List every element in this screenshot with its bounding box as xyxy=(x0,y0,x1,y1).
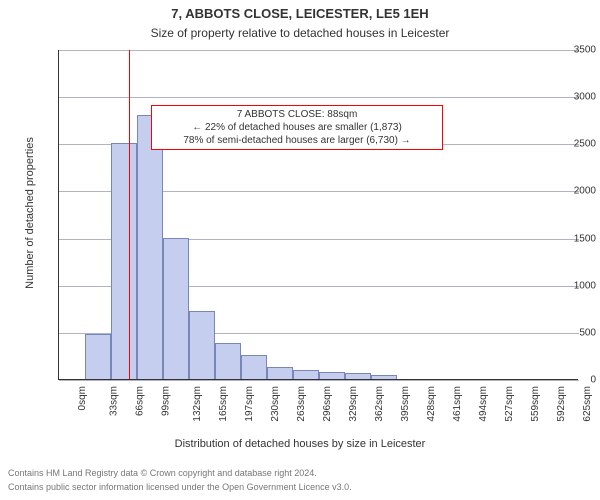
x-tick-label: 296sqm xyxy=(322,386,333,422)
x-tick-label: 625sqm xyxy=(582,386,593,422)
histogram-bar xyxy=(215,343,241,379)
x-tick-label: 395sqm xyxy=(400,386,411,422)
y-tick-label: 0 xyxy=(542,375,596,386)
x-tick-label: 0sqm xyxy=(77,386,88,410)
x-tick-label: 33sqm xyxy=(109,386,120,416)
x-tick-label: 362sqm xyxy=(374,386,385,422)
plot-area: 7 ABBOTS CLOSE: 88sqm ← 22% of detached … xyxy=(58,50,578,380)
y-tick-label: 1500 xyxy=(542,233,596,244)
x-tick-label: 559sqm xyxy=(530,386,541,422)
annotation-line3: 78% of semi-detached houses are larger (… xyxy=(156,134,438,147)
gridline xyxy=(59,97,579,98)
x-tick-label: 197sqm xyxy=(244,386,255,422)
y-tick-label: 500 xyxy=(542,327,596,338)
x-tick-label: 66sqm xyxy=(135,386,146,416)
y-tick-label: 3000 xyxy=(542,92,596,103)
histogram-bar xyxy=(319,372,345,379)
y-axis-label: Number of detached properties xyxy=(24,123,36,303)
histogram-bar xyxy=(241,355,267,379)
histogram-bar xyxy=(371,375,397,379)
x-tick-label: 165sqm xyxy=(218,386,229,422)
x-tick-label: 461sqm xyxy=(452,386,463,422)
histogram-bar xyxy=(293,370,319,379)
histogram-bar xyxy=(137,115,163,379)
histogram-bar xyxy=(111,143,137,379)
annotation-line1: 7 ABBOTS CLOSE: 88sqm xyxy=(156,108,438,121)
y-tick-label: 3500 xyxy=(542,45,596,56)
histogram-bar xyxy=(189,311,215,379)
x-tick-label: 230sqm xyxy=(270,386,281,422)
histogram-bar xyxy=(163,238,189,379)
footer-line1: Contains HM Land Registry data © Crown c… xyxy=(8,468,317,478)
x-tick-label: 263sqm xyxy=(296,386,307,422)
x-tick-label: 592sqm xyxy=(556,386,567,422)
gridline xyxy=(59,50,579,51)
chart-title-address: 7, ABBOTS CLOSE, LEICESTER, LE5 1EH xyxy=(0,6,600,21)
annotation-line2: ← 22% of detached houses are smaller (1,… xyxy=(156,121,438,134)
x-tick-label: 527sqm xyxy=(504,386,515,422)
histogram-bar xyxy=(345,373,371,379)
histogram-bar xyxy=(85,334,111,379)
y-tick-label: 2000 xyxy=(542,186,596,197)
gridline xyxy=(59,380,579,381)
chart-container: 7, ABBOTS CLOSE, LEICESTER, LE5 1EH Size… xyxy=(0,0,600,500)
x-tick-label: 99sqm xyxy=(161,386,172,416)
annotation-box: 7 ABBOTS CLOSE: 88sqm ← 22% of detached … xyxy=(151,105,443,150)
chart-title-description: Size of property relative to detached ho… xyxy=(0,26,600,40)
x-tick-label: 428sqm xyxy=(426,386,437,422)
property-marker-line xyxy=(129,50,130,379)
footer-line2: Contains public sector information licen… xyxy=(8,482,352,492)
x-tick-label: 329sqm xyxy=(348,386,359,422)
y-tick-label: 2500 xyxy=(542,139,596,150)
x-tick-label: 132sqm xyxy=(192,386,203,422)
histogram-bar xyxy=(267,367,293,379)
y-tick-label: 1000 xyxy=(542,280,596,291)
x-tick-label: 494sqm xyxy=(478,386,489,422)
x-axis-label: Distribution of detached houses by size … xyxy=(0,438,600,450)
